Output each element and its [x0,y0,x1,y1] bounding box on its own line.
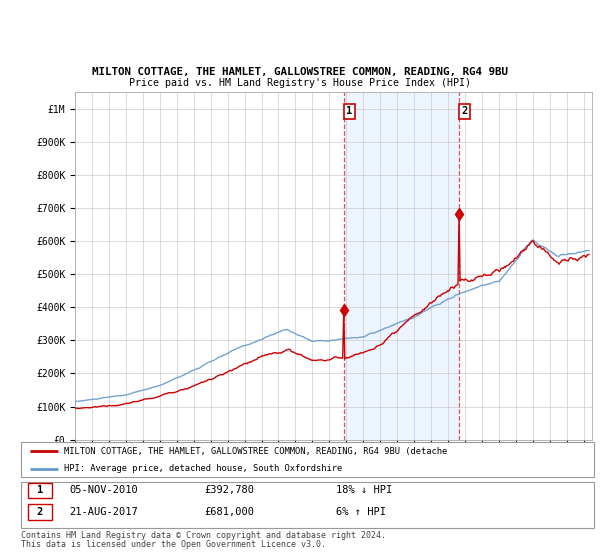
FancyBboxPatch shape [28,504,52,520]
Text: 2: 2 [37,507,43,517]
Text: MILTON COTTAGE, THE HAMLET, GALLOWSTREE COMMON, READING, RG4 9BU: MILTON COTTAGE, THE HAMLET, GALLOWSTREE … [92,67,508,77]
Text: 2: 2 [461,106,468,116]
Text: 1: 1 [346,106,353,116]
Text: Price paid vs. HM Land Registry's House Price Index (HPI): Price paid vs. HM Land Registry's House … [129,78,471,88]
FancyBboxPatch shape [21,442,594,477]
Text: £392,780: £392,780 [205,486,254,496]
Text: 6% ↑ HPI: 6% ↑ HPI [336,507,386,517]
FancyBboxPatch shape [28,483,52,498]
Text: 1: 1 [37,486,43,496]
Text: HPI: Average price, detached house, South Oxfordshire: HPI: Average price, detached house, Sout… [64,464,342,473]
Text: 18% ↓ HPI: 18% ↓ HPI [336,486,392,496]
Text: This data is licensed under the Open Government Licence v3.0.: This data is licensed under the Open Gov… [21,540,326,549]
FancyBboxPatch shape [21,482,594,528]
Text: 05-NOV-2010: 05-NOV-2010 [70,486,139,496]
Text: MILTON COTTAGE, THE HAMLET, GALLOWSTREE COMMON, READING, RG4 9BU (detache: MILTON COTTAGE, THE HAMLET, GALLOWSTREE … [64,447,447,456]
Text: 21-AUG-2017: 21-AUG-2017 [70,507,139,517]
Text: £681,000: £681,000 [205,507,254,517]
Text: Contains HM Land Registry data © Crown copyright and database right 2024.: Contains HM Land Registry data © Crown c… [21,531,386,540]
